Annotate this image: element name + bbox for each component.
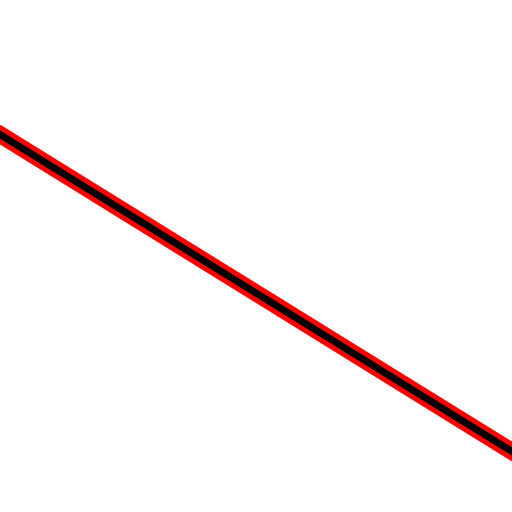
stroke-core [0,130,512,456]
